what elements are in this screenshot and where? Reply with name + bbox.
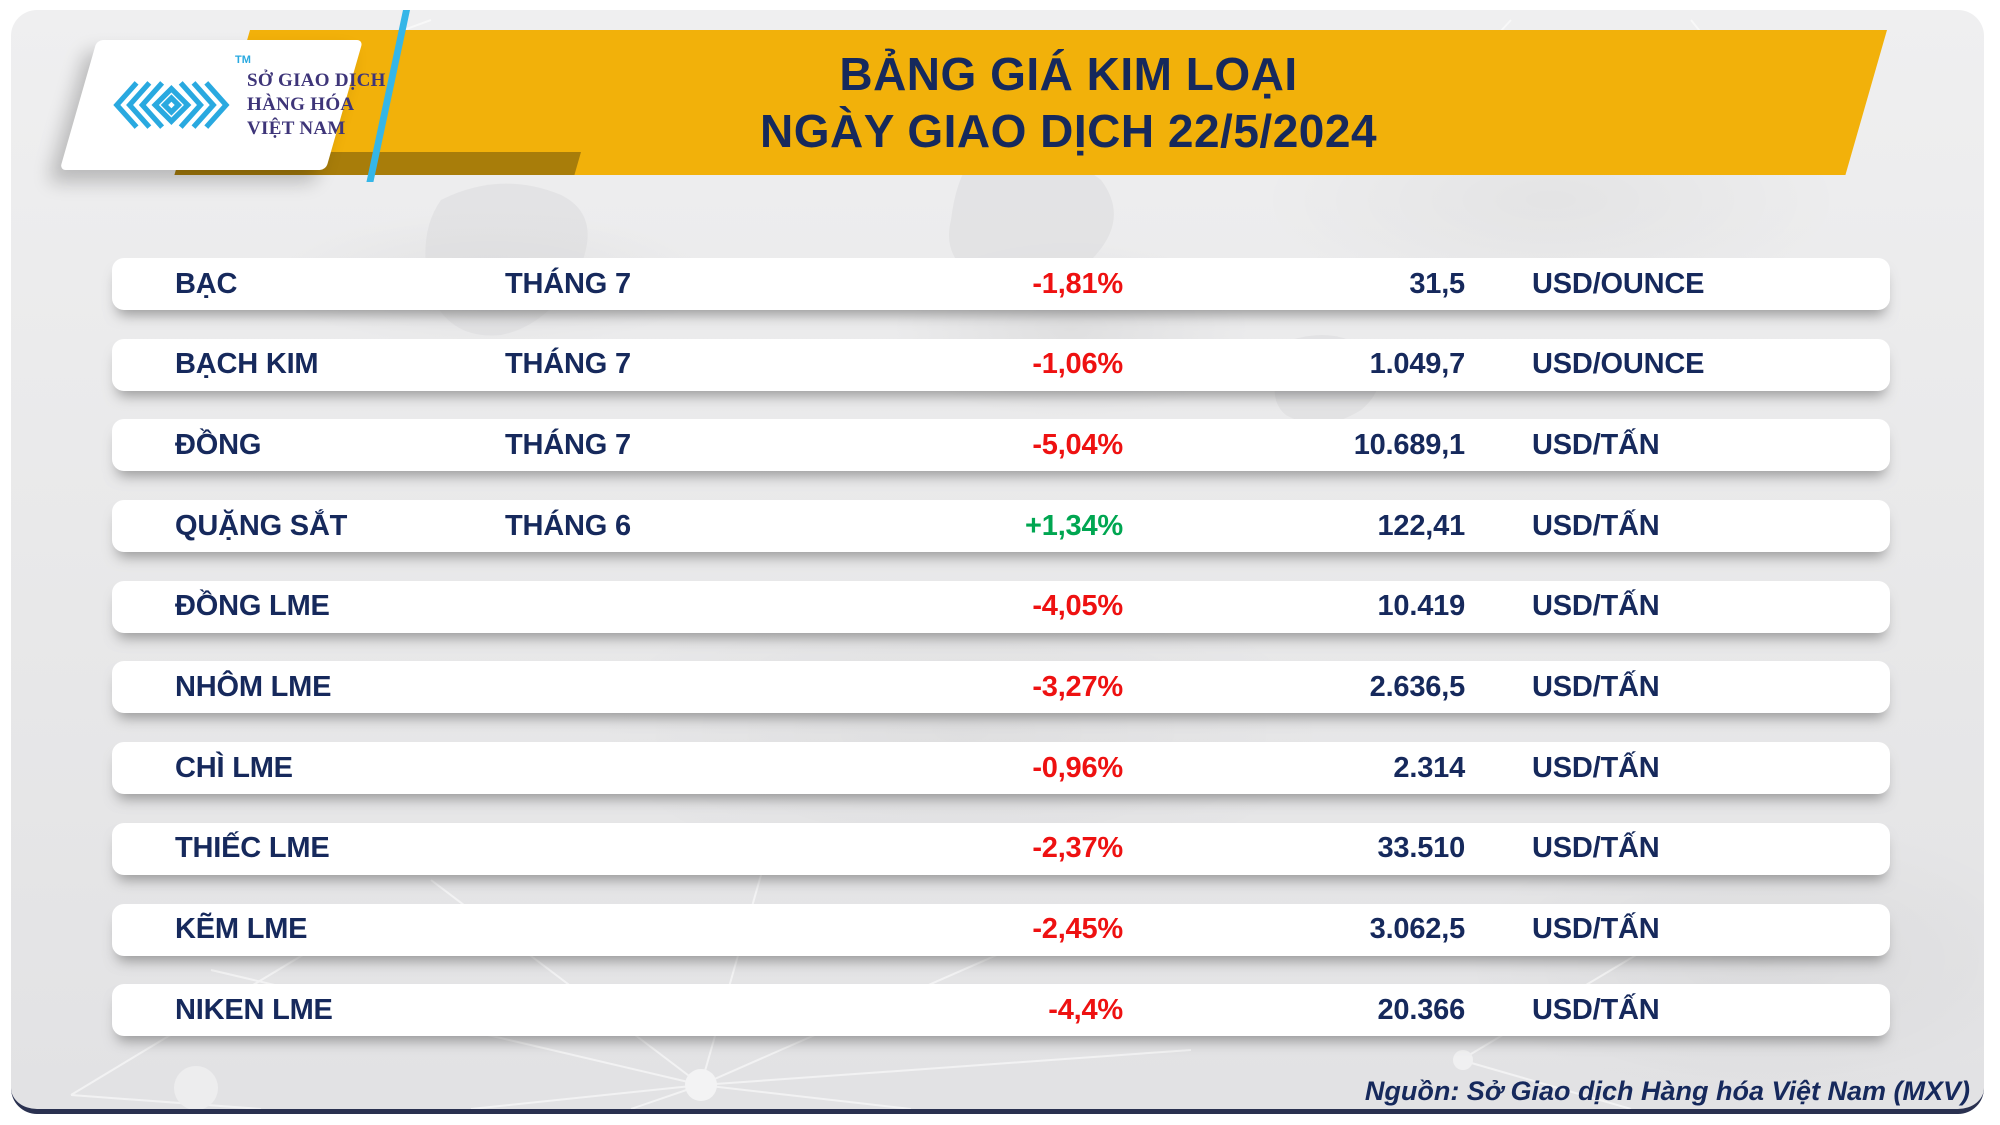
price-table: BẠC THÁNG 7 -1,81% 31,5 USD/OUNCE BẠCH K… xyxy=(112,258,1890,1065)
percent-change: -2,37% xyxy=(1032,832,1123,865)
logo-plate-inner: TM SỞ GIAO DỊCH HÀNG HÓA VIỆT NAM xyxy=(97,40,386,170)
trademark-symbol: TM xyxy=(235,54,251,66)
contract-month: THÁNG 7 xyxy=(505,267,631,300)
brand-line-3: VIỆT NAM xyxy=(247,118,346,139)
table-row: NIKEN LME -4,4% 20.366 USD/TẤN xyxy=(112,984,1890,1037)
percent-change: -4,05% xyxy=(1032,590,1123,623)
mxv-logo-icon xyxy=(113,81,230,129)
price-value: 31,5 xyxy=(1409,267,1465,300)
table-row: KẼM LME -2,45% 3.062,5 USD/TẤN xyxy=(112,903,1890,956)
brand-line-2: HÀNG HÓA xyxy=(247,94,355,115)
price-value: 10.689,1 xyxy=(1353,428,1465,461)
price-unit: USD/TẤN xyxy=(1532,428,1660,461)
price-unit: USD/TẤN xyxy=(1532,670,1660,703)
percent-change: -5,04% xyxy=(1032,428,1123,461)
contract-month: THÁNG 6 xyxy=(505,509,631,542)
price-unit: USD/TẤN xyxy=(1532,913,1660,945)
commodity-name: NHÔM LME xyxy=(175,670,332,703)
price-unit: USD/TẤN xyxy=(1532,751,1660,784)
percent-change: -0,96% xyxy=(1032,751,1123,784)
table-row: NHÔM LME -3,27% 2.636,5 USD/TẤN xyxy=(112,661,1890,714)
table-row: ĐỒNG LME -4,05% 10.419 USD/TẤN xyxy=(112,580,1890,633)
price-unit: USD/TẤN xyxy=(1532,832,1660,865)
table-row: ĐỒNG THÁNG 7 -5,04% 10.689,1 USD/TẤN xyxy=(112,419,1890,472)
source-note: Nguồn: Sở Giao dịch Hàng hóa Việt Nam (M… xyxy=(1364,1076,1970,1106)
price-value: 3.062,5 xyxy=(1369,913,1466,945)
brand-line-1: SỞ GIAO DỊCH xyxy=(247,70,386,91)
price-value: 122,41 xyxy=(1377,509,1466,542)
table-row: THIẾC LME -2,37% 33.510 USD/TẤN xyxy=(112,822,1890,875)
price-value: 33.510 xyxy=(1377,832,1466,865)
percent-change: -3,27% xyxy=(1032,670,1123,703)
commodity-name: ĐỒNG xyxy=(175,428,262,461)
percent-change: -1,06% xyxy=(1032,348,1123,381)
table-row: CHÌ LME -0,96% 2.314 USD/TẤN xyxy=(112,742,1890,795)
commodity-name: KẼM LME xyxy=(175,913,308,945)
background-canvas: BẢNG GIÁ KIM LOẠI NGÀY GIAO DỊCH 22/5/20… xyxy=(11,10,1984,1114)
price-unit: USD/OUNCE xyxy=(1532,267,1705,300)
price-unit: USD/OUNCE xyxy=(1532,348,1705,381)
price-value: 10.419 xyxy=(1377,590,1466,623)
price-unit: USD/TẤN xyxy=(1532,509,1660,542)
commodity-name: ĐỒNG LME xyxy=(175,590,330,623)
price-unit: USD/TẤN xyxy=(1532,993,1660,1026)
page-subtitle: NGÀY GIAO DỊCH 22/5/2024 xyxy=(759,104,1378,157)
commodity-name: THIẾC LME xyxy=(175,832,330,865)
contract-month: THÁNG 7 xyxy=(505,428,631,461)
price-value: 2.636,5 xyxy=(1369,670,1466,703)
logo-plate: TM SỞ GIAO DỊCH HÀNG HÓA VIỆT NAM xyxy=(59,40,386,170)
price-unit: USD/TẤN xyxy=(1532,590,1660,623)
percent-change: +1,34% xyxy=(1025,509,1123,542)
percent-change: -1,81% xyxy=(1032,267,1123,300)
table-row: QUẶNG SẮT THÁNG 6 +1,34% 122,41 USD/TẤN xyxy=(112,500,1890,553)
price-value: 20.366 xyxy=(1377,993,1466,1026)
price-value: 2.314 xyxy=(1393,751,1465,784)
contract-month: THÁNG 7 xyxy=(505,348,631,381)
commodity-name: NIKEN LME xyxy=(175,993,333,1026)
commodity-name: CHÌ LME xyxy=(175,751,293,784)
commodity-name: BẠC xyxy=(175,267,238,300)
table-row: BẠCH KIM THÁNG 7 -1,06% 1.049,7 USD/OUNC… xyxy=(112,338,1890,391)
commodity-name: QUẶNG SẮT xyxy=(175,509,348,542)
brand-name: SỞ GIAO DỊCH HÀNG HÓA VIỆT NAM xyxy=(247,69,386,141)
price-value: 1.049,7 xyxy=(1369,348,1466,381)
percent-change: -2,45% xyxy=(1032,913,1123,945)
percent-change: -4,4% xyxy=(1048,993,1123,1026)
commodity-name: BẠCH KIM xyxy=(175,348,319,381)
table-row: BẠC THÁNG 7 -1,81% 31,5 USD/OUNCE xyxy=(112,258,1890,310)
page-title: BẢNG GIÁ KIM LOẠI xyxy=(839,47,1298,100)
